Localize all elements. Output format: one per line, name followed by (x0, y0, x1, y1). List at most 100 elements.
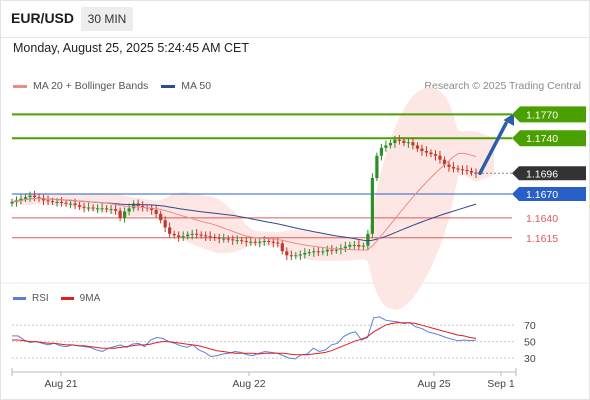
support-label: 1.1640 (526, 213, 558, 225)
candle-body (235, 240, 239, 242)
candle-body (469, 170, 474, 173)
bollinger-band (12, 87, 494, 310)
time-tick-label: Aug 25 (417, 378, 450, 390)
candle-body (109, 209, 113, 211)
candle-body (141, 205, 145, 208)
candle-body (55, 201, 59, 203)
candle-body (114, 209, 118, 211)
candle-body (285, 251, 289, 256)
time-axis: Aug 21 Aug 22 Aug 25 Sep 1 (11, 368, 517, 390)
candle-body (330, 249, 334, 251)
candle-body (442, 159, 447, 165)
candle-body (357, 244, 361, 247)
candle-body (204, 235, 208, 237)
candle-body (429, 152, 433, 155)
candle-body (411, 142, 415, 146)
candle-body (32, 195, 37, 198)
candle-body (325, 249, 329, 252)
candle-body (384, 145, 388, 148)
candle-body (132, 203, 136, 209)
price-panel: 1.1770 1.1740 1.1696 1.1670 1.1640 1.1615 (0, 87, 590, 310)
candle-body (402, 140, 406, 144)
legend-item-rsi: RSI (13, 293, 49, 304)
candle-body (406, 142, 411, 144)
candle-body (438, 155, 442, 160)
projection-arrowhead (503, 113, 514, 126)
candle-body (276, 242, 280, 244)
candle-body (46, 200, 50, 202)
candle-body (267, 240, 271, 242)
candle-body (168, 227, 172, 234)
time-tick-label: Aug 21 (44, 378, 77, 390)
legend-rsi-label: RSI (32, 293, 49, 304)
candle-body (28, 195, 32, 198)
candle-body (307, 252, 311, 254)
rsi-legend: RSI 9MA (13, 293, 112, 304)
candle-body (298, 254, 302, 256)
candle-body (181, 236, 185, 238)
candle-body (95, 208, 100, 210)
candle-body (177, 235, 181, 237)
rsi-ma-swatch (60, 297, 74, 300)
candle-body (159, 213, 163, 221)
candle-body (334, 249, 338, 251)
ma50-swatch (161, 84, 176, 88)
resistance-label: 1.1740 (526, 133, 558, 145)
candle-body (388, 143, 393, 146)
time-tick-label: Aug 22 (232, 378, 265, 390)
candle-body (280, 243, 284, 252)
candle-body (465, 170, 469, 172)
candle-body (105, 208, 109, 210)
candle-body (474, 172, 478, 174)
rsi-tick-label: 70 (524, 320, 536, 332)
candle-body (316, 251, 320, 253)
legend-9ma-label: 9MA (79, 293, 101, 304)
legend-item-ma20: MA 20 + Bollinger Bands (13, 80, 148, 92)
rsi-panel: 70 50 30 (12, 316, 536, 365)
candle-body (217, 237, 221, 239)
legend-ma20-label: MA 20 + Bollinger Bands (33, 80, 149, 92)
candle-body (361, 245, 365, 247)
candle-body (379, 147, 383, 156)
candle-body (222, 238, 226, 240)
candle-body (82, 206, 86, 208)
rsi-ma-line (12, 322, 477, 356)
timeframe-button[interactable]: 30 MIN (81, 7, 133, 31)
candle-body (10, 201, 14, 204)
candle-body (123, 211, 127, 218)
candle-body (240, 240, 244, 242)
current-price-tag (512, 166, 586, 181)
symbol-title: EUR/USD (11, 10, 75, 26)
candle-body (244, 240, 248, 242)
candle-body (343, 246, 347, 249)
rsi-tick-label: 30 (524, 353, 536, 365)
candle-body (447, 164, 451, 167)
candle-body (172, 233, 176, 236)
research-credit: Research © 2025 Trading Central (424, 80, 581, 92)
candle-body (59, 201, 64, 203)
candle-body (366, 233, 370, 246)
candle-body (50, 201, 55, 203)
candle-body (456, 168, 460, 170)
candle-body (370, 178, 374, 234)
resistance-tag (512, 106, 586, 123)
candle-body (424, 150, 429, 153)
candle-body (163, 220, 167, 228)
candle-body (68, 203, 73, 205)
candle-body (231, 239, 235, 241)
candle-body (127, 208, 131, 212)
candle-body (249, 241, 253, 243)
candle-body (100, 208, 104, 210)
candle-body (375, 155, 379, 179)
ma20-line (11, 152, 477, 251)
candle-body (393, 139, 397, 144)
candle-body (271, 241, 275, 243)
candle-body (86, 207, 91, 209)
candle-body (37, 197, 41, 199)
candle-body (289, 255, 293, 257)
candle-body (303, 252, 307, 255)
candle-body (19, 198, 23, 201)
candle-body (258, 241, 262, 243)
candle-body (352, 244, 356, 246)
candle-body (190, 233, 194, 235)
